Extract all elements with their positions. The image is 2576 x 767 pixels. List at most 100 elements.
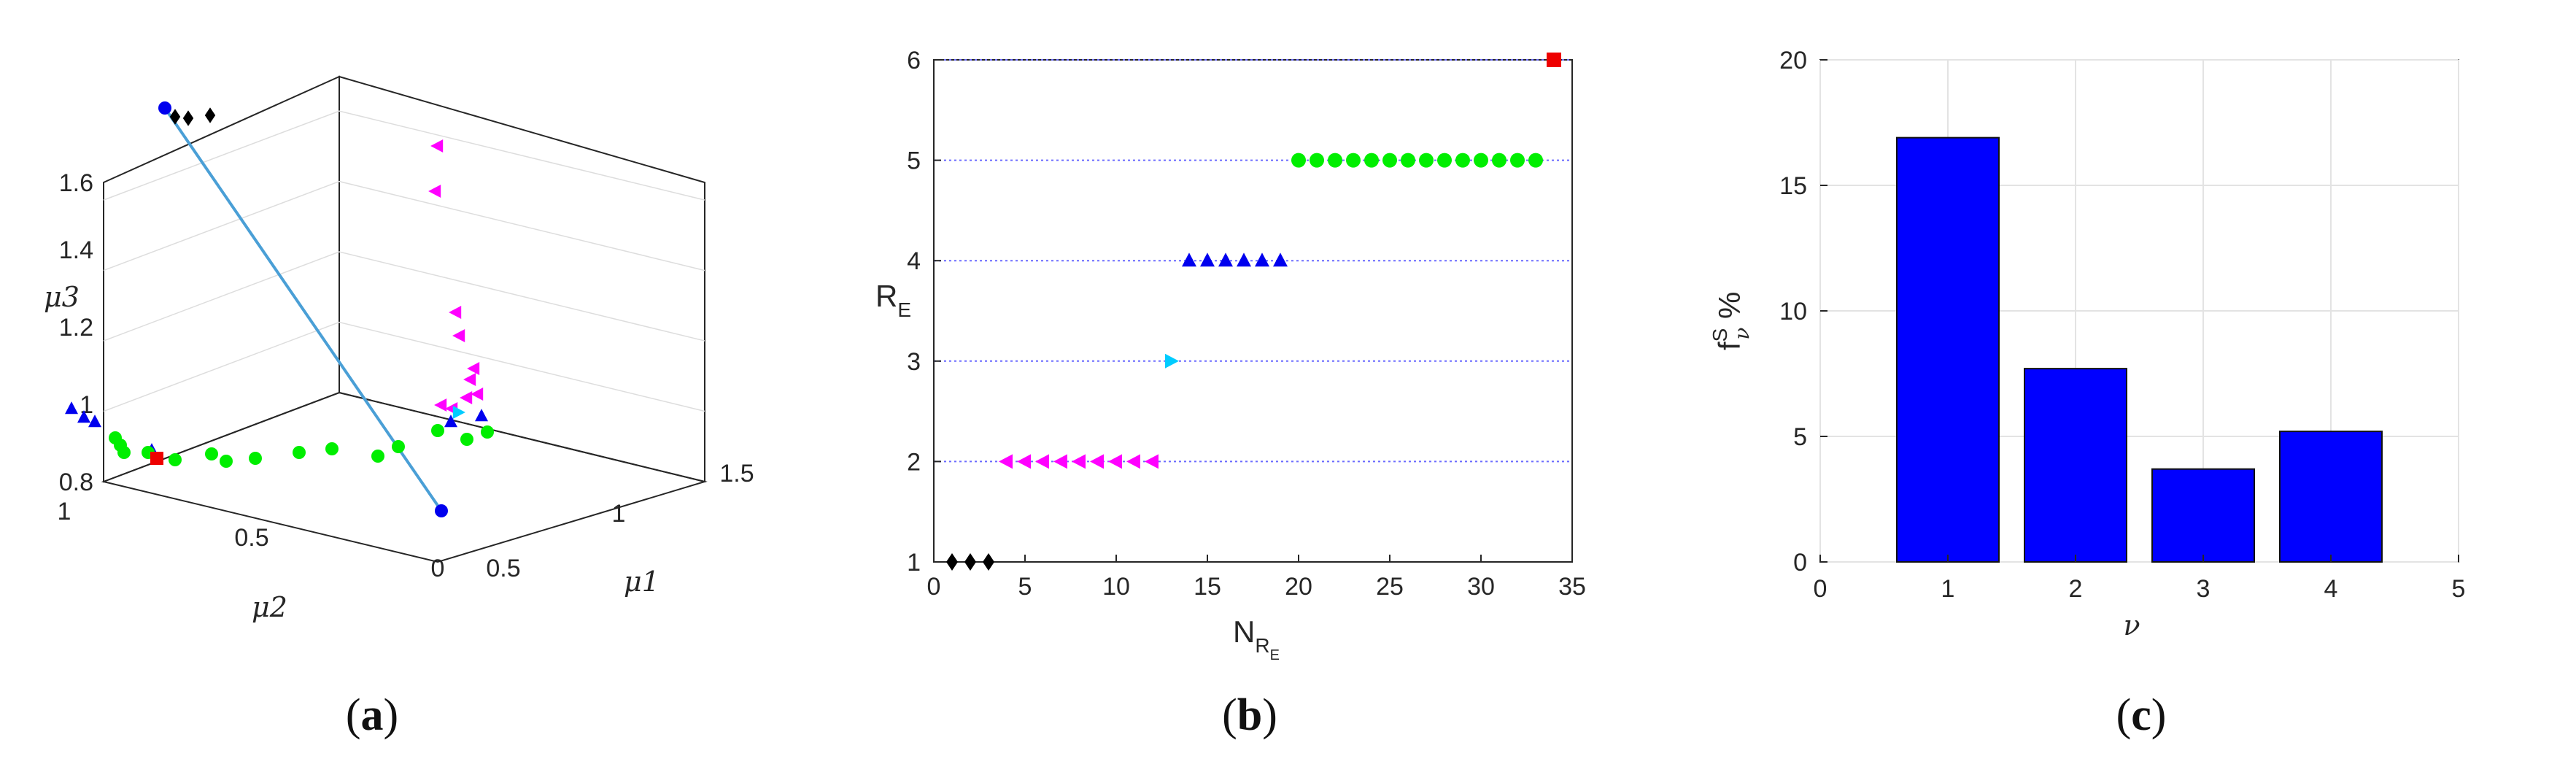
c-ytick-label: 15 — [1779, 172, 1807, 200]
c-ytick-label: 20 — [1779, 47, 1807, 74]
panel-a-gridlines — [103, 110, 705, 412]
b-point-green — [1492, 153, 1506, 168]
b-xtick-label: 25 — [1376, 573, 1404, 601]
a-point-magenta — [463, 373, 476, 386]
b-xtick-label: 0 — [927, 573, 941, 601]
b-point-black — [946, 553, 958, 571]
a-point-green — [460, 433, 473, 446]
b-point-black — [964, 553, 976, 571]
b-xtick-label: 20 — [1285, 573, 1312, 601]
b-point-cyan — [1165, 353, 1179, 369]
b-point-green — [1528, 153, 1543, 168]
panel-c-ticks: 0 1 2 3 4 5 0 5 10 15 20 — [1779, 47, 2465, 603]
a-grid-z — [103, 321, 705, 412]
b-point-magenta — [1017, 454, 1031, 469]
b-point-blue — [1182, 253, 1196, 267]
a-xtick-05: 0.5 — [486, 555, 520, 582]
b-xlabel: NRE — [1233, 614, 1280, 663]
a-point-magenta — [452, 329, 465, 342]
c-xtick-label: 4 — [2324, 575, 2338, 603]
c-bar-1 — [1896, 136, 2000, 563]
a-point-green — [220, 455, 233, 468]
a-point-magenta — [430, 139, 444, 153]
c-xtick-label: 0 — [1814, 575, 1827, 603]
b-point-magenta — [1145, 454, 1159, 469]
c-ytick-label: 5 — [1793, 423, 1807, 451]
a-grid-z — [103, 251, 705, 342]
a-grid-z — [103, 110, 705, 201]
a-point-red — [150, 452, 163, 465]
b-point-black — [983, 553, 994, 571]
a-point-green — [325, 442, 339, 455]
b-point-blue — [1200, 253, 1215, 267]
a-xtick-1: 1 — [612, 500, 626, 528]
b-point-green — [1364, 153, 1379, 168]
b-ytick-label: 6 — [907, 47, 921, 74]
a-point-magenta — [428, 185, 441, 198]
a-line-end-top — [158, 101, 171, 115]
a-xlabel: μ1 — [624, 566, 660, 598]
b-point-red — [1547, 53, 1561, 67]
b-point-magenta — [1072, 454, 1086, 469]
c-xtick-label: 1 — [1941, 575, 1955, 603]
a-point-magenta — [471, 388, 484, 401]
a-ylabel: μ2 — [252, 591, 287, 623]
panel-a-markers — [65, 101, 494, 517]
a-point-blue — [475, 409, 488, 422]
b-point-green — [1437, 153, 1452, 168]
a-point-magenta — [449, 306, 462, 319]
a-ztick-2: 1.2 — [59, 314, 93, 342]
b-ytick-label: 4 — [907, 247, 921, 275]
a-point-green — [371, 450, 384, 463]
c-bar-3 — [2151, 468, 2255, 563]
b-point-green — [1382, 153, 1397, 168]
b-xtick-label: 35 — [1558, 573, 1586, 601]
a-point-green — [481, 425, 494, 439]
b-point-green — [1291, 153, 1306, 168]
b-point-magenta — [1126, 454, 1140, 469]
b-ytick-label: 2 — [907, 448, 921, 476]
a-point-green — [169, 453, 182, 466]
b-point-magenta — [1090, 454, 1104, 469]
b-ytick-label: 5 — [907, 147, 921, 175]
a-point-green — [392, 440, 405, 453]
b-point-green — [1474, 153, 1488, 168]
b-point-magenta — [1035, 454, 1049, 469]
b-point-magenta — [1108, 454, 1122, 469]
b-point-green — [1419, 153, 1434, 168]
caption-c: (c) — [2116, 690, 2167, 740]
b-point-green — [1455, 153, 1470, 168]
panel-a-floor — [101, 391, 708, 563]
panel-b-scatter: 0 5 10 15 20 25 30 35 1 2 3 4 5 6 RE NRE — [875, 47, 1586, 663]
a-grid-z — [103, 180, 705, 271]
panel-b-ticks: 0 5 10 15 20 25 30 35 1 2 3 4 5 6 — [907, 47, 1586, 601]
a-point-cyan — [452, 406, 465, 419]
panel-b-plot-box — [933, 59, 1573, 563]
c-ytick-label: 0 — [1793, 549, 1807, 577]
a-line-end-bottom — [435, 504, 448, 517]
a-point-blue — [444, 415, 457, 428]
a-point-green — [117, 446, 131, 459]
b-ytick-label: 3 — [907, 348, 921, 376]
c-ylabel: fSν % — [1709, 292, 1754, 350]
a-point-magenta — [460, 391, 473, 404]
a-point-green — [431, 424, 444, 437]
a-point-green — [293, 446, 306, 459]
a-point-blue — [65, 401, 78, 415]
b-point-green — [1510, 153, 1525, 168]
b-point-green — [1401, 153, 1415, 168]
a-point-black — [182, 110, 194, 126]
b-point-blue — [1237, 253, 1251, 267]
c-bar-4 — [2279, 431, 2383, 563]
panel-b-markers — [946, 53, 1561, 571]
b-xtick-label: 5 — [1018, 573, 1032, 601]
b-point-blue — [1255, 253, 1269, 267]
b-ylabel: RE — [875, 279, 911, 321]
a-zlabel: μ3 — [44, 281, 80, 313]
a-point-magenta — [434, 398, 447, 412]
a-point-blue — [77, 410, 90, 423]
a-point-green — [205, 447, 218, 460]
b-ytick-label: 1 — [907, 549, 921, 577]
b-xtick-label: 15 — [1194, 573, 1221, 601]
